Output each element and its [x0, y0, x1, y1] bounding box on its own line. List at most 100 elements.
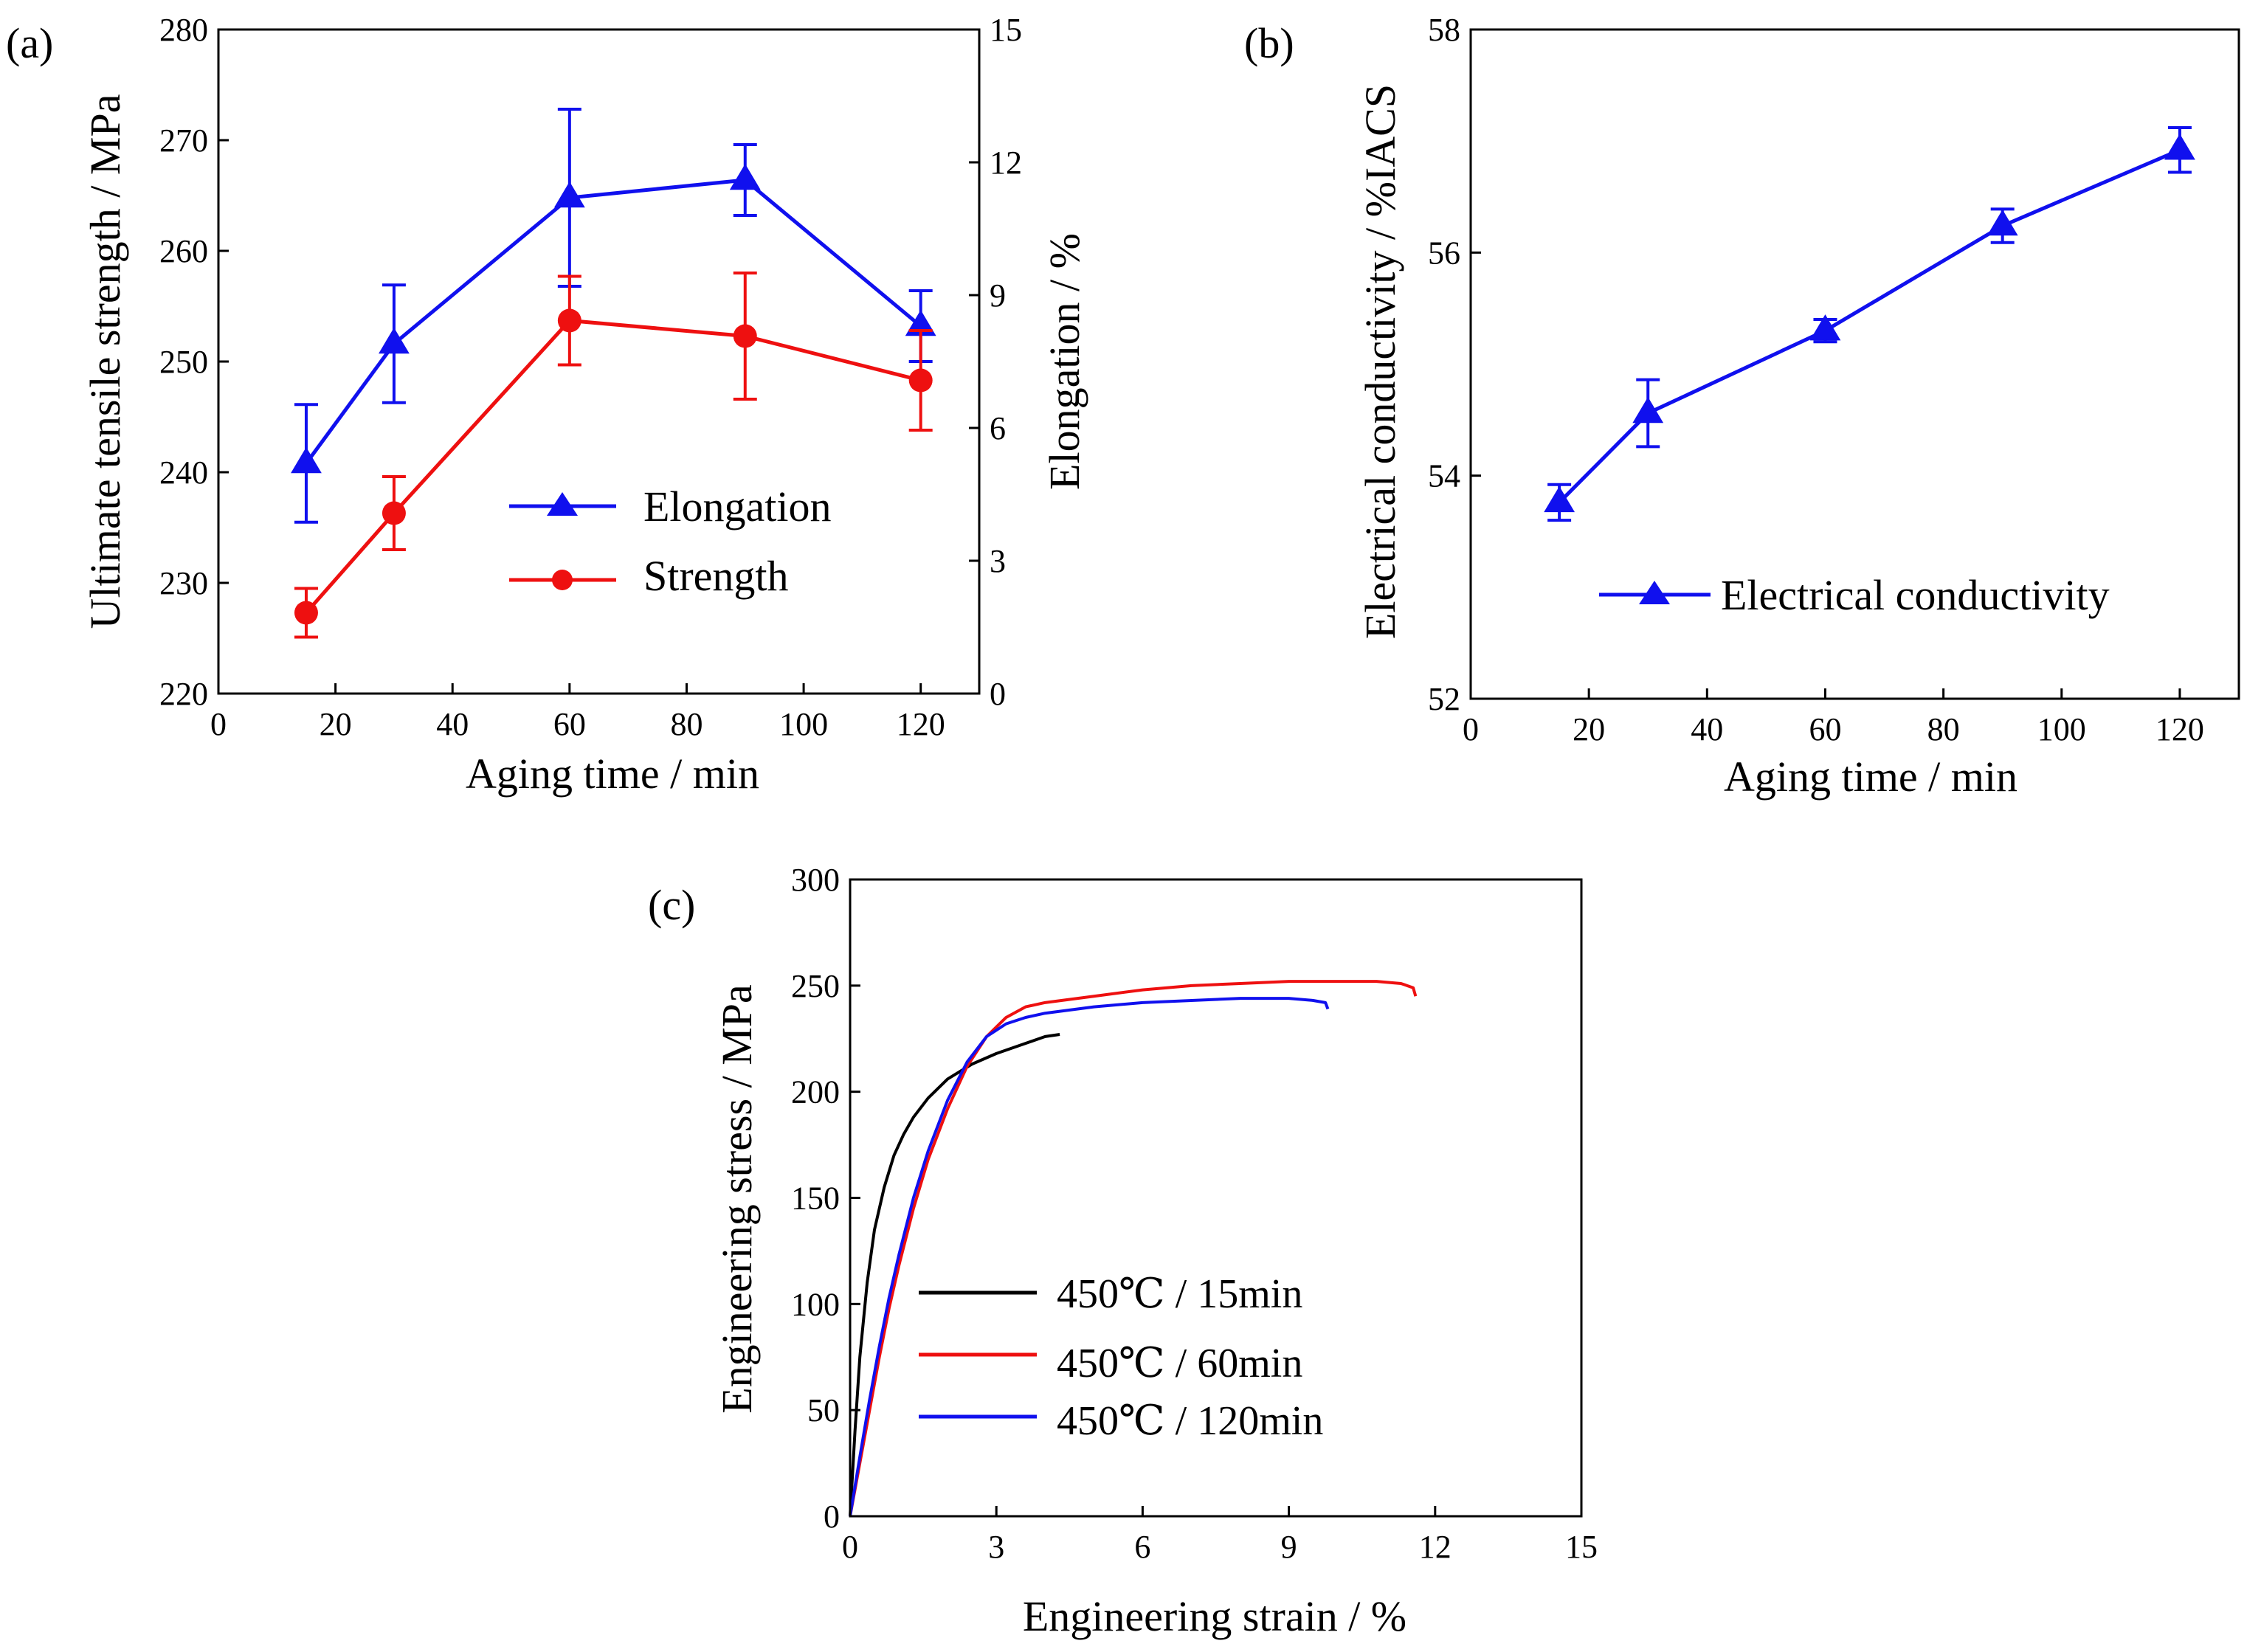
panel-a-y2-y-tick-label: 0: [990, 676, 1006, 712]
conductivity-point: [1809, 314, 1841, 341]
panel-c-y-tick-label: 200: [791, 1074, 840, 1110]
panel-b-y-axis-label: Electrical conductivity / %IACS: [1356, 84, 1404, 639]
curve-60min: [849, 980, 1418, 1517]
conductivity-point: [2164, 134, 2195, 160]
panel-c-x-axis-label: Engineering strain / %: [1023, 1592, 1406, 1640]
panel-a-y2-axis-label: Elongation / %: [1040, 233, 1088, 490]
conductivity-line: [1558, 148, 2181, 504]
panel-a-x-tick-label: 40: [436, 706, 469, 742]
panel-a-y-ticks: 220 230 240 250 260 270 280: [159, 12, 229, 712]
panel-a-label: (a): [6, 19, 53, 67]
panel-a-y-tick-label: 280: [159, 12, 208, 48]
panel-b-x-tick-label: 20: [1573, 711, 1605, 747]
conductivity-point: [1987, 210, 2018, 236]
panel-a-x-tick-label: 20: [320, 706, 352, 742]
legend-conductivity-marker: [1639, 581, 1670, 604]
panel-b-x-tick-label: 80: [1927, 711, 1960, 747]
panel-c-x-tick-label: 3: [988, 1529, 1004, 1565]
panel-b-y-ticks: 52 54 56 58: [1428, 12, 1481, 717]
panel-a-y2-y-tick-label: 3: [990, 543, 1006, 579]
panel-a-frame: [217, 28, 981, 695]
panel-a-y2-y-tick-label: 12: [990, 145, 1022, 181]
legend-120min-label: 450℃ / 120min: [1057, 1398, 1323, 1444]
elongation-point: [291, 447, 322, 474]
panel-c-series: [849, 980, 1418, 1517]
panel-b-series: [1544, 126, 2195, 522]
panel-b-legend: Electrical conductivity: [1599, 571, 2110, 619]
elongation-point: [729, 164, 761, 190]
panel-c-y-ticks: 0 50 100 150 200 250 300: [791, 862, 860, 1535]
panel-b-y-tick-label: 54: [1428, 458, 1460, 494]
panel-c-x-tick-label: 6: [1134, 1529, 1150, 1565]
panel-c-y-tick-label: 250: [791, 968, 840, 1004]
panel-b-x-tick-label: 120: [2155, 711, 2204, 747]
conductivity-point: [1544, 485, 1575, 513]
strength-point: [382, 501, 406, 525]
panel-a-y2-y-tick-label: 9: [990, 277, 1006, 314]
legend-60min-label: 450℃ / 60min: [1057, 1341, 1302, 1386]
panel-a-y2-ticks: 0 3 6 9 12 15: [969, 12, 1022, 712]
legend-15min-label: 450℃ / 15min: [1057, 1271, 1302, 1317]
panel-c-x-ticks: 0 3 6 9 12 15: [842, 1506, 1598, 1565]
panel-c-y-tick-label: 0: [824, 1499, 840, 1535]
legend-elongation-label: Elongation: [643, 483, 832, 530]
legend-strength-marker: [552, 570, 573, 590]
panel-b-x-ticks: 0 20 40 60 80 100 120: [1463, 688, 2204, 747]
panel-a-y-axis-label: Ultimate tensile strength / MPa: [81, 94, 129, 629]
panel-c-y-tick-label: 300: [791, 862, 840, 898]
panel-a-y-tick-label: 250: [159, 344, 208, 380]
strength-line: [305, 318, 922, 615]
elongation-point: [553, 182, 585, 208]
panel-b-y-tick-label: 52: [1428, 681, 1460, 717]
panel-a-y-tick-label: 270: [159, 122, 208, 159]
panel-a-x-tick-label: 100: [779, 706, 828, 742]
panel-a-y2-y-tick-label: 6: [990, 410, 1006, 446]
panel-c-chart: (c) 0 50 100 150 200 250 300 0 3 6 9 12 15 Engineer…: [648, 862, 1598, 1640]
elongation-line: [304, 178, 922, 465]
elongation-point: [379, 328, 410, 354]
curve-15min: [849, 1033, 1060, 1517]
panel-a-series: [291, 108, 936, 639]
panel-c-x-tick-label: 15: [1565, 1529, 1598, 1565]
panel-a-y-tick-label: 240: [159, 455, 208, 491]
panel-b-x-tick-label: 40: [1691, 711, 1723, 747]
panel-c-frame: [849, 878, 1583, 1518]
conductivity-point: [1632, 397, 1664, 424]
panel-a-y-tick-label: 260: [159, 233, 208, 269]
panel-a-x-tick-label: 0: [210, 706, 227, 742]
panel-b-x-tick-label: 0: [1463, 711, 1479, 747]
panel-b-frame: [1469, 28, 2240, 700]
panel-c-y-axis-label: Engineering stress / MPa: [713, 984, 761, 1414]
panel-b-x-tick-label: 60: [1809, 711, 1841, 747]
panel-a-x-tick-label: 80: [670, 706, 703, 742]
panel-b-y-tick-label: 56: [1428, 235, 1460, 271]
panel-a-x-tick-label: 60: [553, 706, 586, 742]
panel-c-label: (c): [648, 881, 695, 929]
strength-point: [557, 308, 581, 333]
panel-b-chart: (b) 52 54 56 58 0 20 40 60 80 100 120 Electrical …: [1244, 12, 2240, 801]
panel-c-x-tick-label: 12: [1419, 1529, 1452, 1565]
legend-strength-label: Strength: [643, 552, 789, 600]
strength-point: [908, 368, 933, 393]
panel-b-x-axis-label: Aging time / min: [1724, 753, 2018, 801]
panel-a-x-tick-label: 120: [897, 706, 945, 742]
strength-point: [733, 324, 757, 348]
panel-b-x-tick-label: 100: [2037, 711, 2086, 747]
curve-120min: [849, 997, 1330, 1517]
panel-b-label: (b): [1244, 19, 1294, 67]
legend-conductivity-label: Electrical conductivity: [1721, 571, 2110, 619]
panel-c-y-tick-label: 50: [807, 1392, 840, 1428]
panel-a-chart: (a) 220 230 240 250 260 270 280 0 3 6 9 12 15 0 20 40…: [6, 12, 1088, 798]
panel-a-x-axis-label: Aging time / min: [466, 750, 759, 798]
panel-a-y-tick-label: 220: [159, 676, 208, 712]
panel-c-legend: 450℃ / 15min 450℃ / 60min 450℃ / 120min: [919, 1271, 1323, 1444]
strength-point: [294, 601, 318, 625]
panel-b-y-tick-label: 58: [1428, 12, 1460, 48]
panel-a-y2-y-tick-label: 15: [990, 12, 1022, 48]
panel-c-x-tick-label: 9: [1281, 1529, 1297, 1565]
panel-a-x-ticks: 0 20 40 60 80 100 120: [210, 683, 945, 742]
panel-a-legend: Elongation Strength: [509, 483, 832, 600]
panel-c-y-tick-label: 100: [791, 1286, 840, 1322]
legend-elongation-marker: [547, 492, 578, 516]
